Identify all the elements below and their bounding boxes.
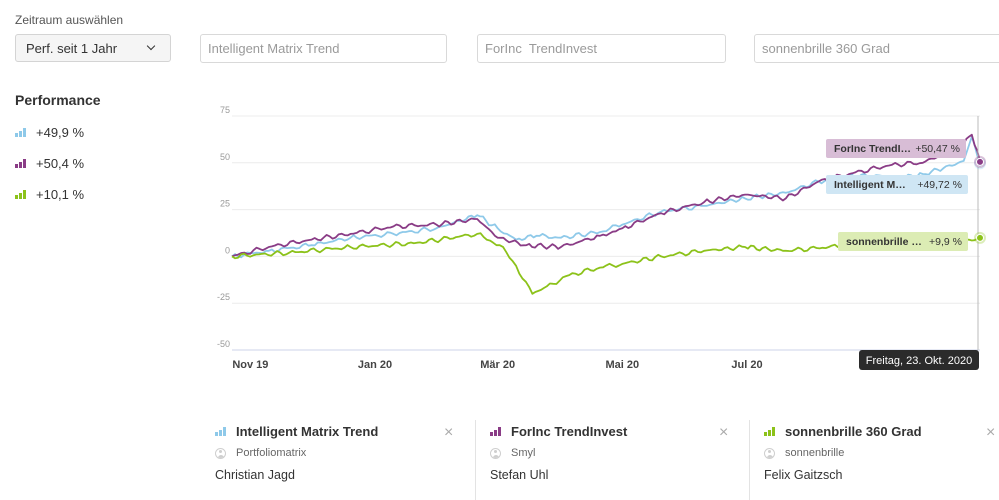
bar-chart-icon [215, 427, 229, 436]
fund-card-title-text: Intelligent Matrix Trend [236, 424, 379, 439]
period-label: Zeitraum auswählen [15, 13, 124, 27]
fund-card-owner-text: Portfoliomatrix [236, 447, 307, 459]
close-icon[interactable]: × [986, 424, 996, 441]
fund-card-title: sonnenbrille 360 Grad [764, 424, 999, 439]
end-marker [976, 233, 984, 242]
fund-card-title-text: sonnenbrille 360 Grad [785, 424, 922, 439]
fund-input-3[interactable] [754, 34, 999, 63]
period-select[interactable]: Perf. seit 1 Jahr [15, 34, 171, 62]
x-tick-label: Nov 19 [232, 359, 268, 371]
series-flag-name: ForInc TrendI… [834, 143, 911, 155]
series-flag-value: +49,72 % [917, 179, 962, 191]
end-marker [976, 157, 984, 166]
bar-chart-icon [764, 427, 778, 436]
fund-card-3: sonnenbrille 360 Grad × sonnenbrille Fel… [749, 420, 999, 500]
period-select-value: Perf. seit 1 Jahr [26, 40, 118, 56]
bar-chart-icon [15, 158, 29, 168]
x-tick-label: Mai 20 [606, 359, 640, 371]
fund-card-title: ForInc TrendInvest [490, 424, 749, 439]
fund-card-person: Felix Gaitzsch [764, 468, 843, 482]
performance-value: +49,9 % [36, 124, 85, 140]
bar-chart-icon [15, 127, 29, 137]
fund-card-title-text: ForInc TrendInvest [511, 424, 628, 439]
series-line [231, 133, 981, 258]
performance-title: Performance [15, 92, 101, 108]
performance-entry-3: +10,1 % [15, 186, 84, 202]
y-tick-label: 0 [225, 245, 230, 255]
date-tooltip-text: Freitag, 23. Okt. 2020 [866, 355, 972, 367]
x-tick-label: Mär 20 [480, 359, 515, 371]
performance-entry-2: +50,4 % [15, 155, 84, 171]
fund-input-1[interactable] [200, 34, 447, 63]
close-icon[interactable]: × [719, 424, 729, 441]
fund-card-2: ForInc TrendInvest × Smyl Stefan Uhl [475, 420, 749, 500]
series-flag [826, 175, 968, 194]
y-tick-label: 75 [220, 105, 230, 115]
fund-card-person: Stefan Uhl [490, 468, 549, 482]
x-tick-label: Jan 20 [358, 359, 392, 371]
bar-chart-icon [490, 427, 504, 436]
user-icon [490, 447, 501, 459]
fund-input-2[interactable] [477, 34, 726, 63]
y-tick-label: -25 [217, 292, 230, 302]
close-icon[interactable]: × [444, 424, 454, 441]
series-flag [826, 139, 966, 158]
bar-chart-icon [15, 189, 29, 199]
performance-entry-1: +49,9 % [15, 124, 84, 140]
performance-value: +50,4 % [36, 155, 85, 171]
fund-card-owner: sonnenbrille [764, 447, 999, 459]
fund-card-owner-text: Smyl [511, 447, 536, 459]
x-tick-label: Jul 20 [731, 359, 762, 371]
fund-card-owner: Portfoliomatrix [215, 447, 475, 459]
performance-value: +10,1 % [36, 186, 85, 202]
fund-card-owner: Smyl [490, 447, 749, 459]
series-flag-name: sonnenbrille … [846, 236, 922, 248]
series-flag-value: +9,9 % [929, 236, 962, 248]
fund-card-title: Intelligent Matrix Trend [215, 424, 475, 439]
user-icon [215, 447, 226, 459]
series-flag-value: +50,47 % [915, 143, 960, 155]
series-flag-name: Intelligent M… [834, 179, 906, 191]
y-tick-label: -50 [217, 339, 230, 349]
fund-card-1: Intelligent Matrix Trend × Portfoliomatr… [201, 420, 475, 500]
fund-card-person: Christian Jagd [215, 468, 295, 482]
user-icon [764, 447, 775, 459]
y-tick-label: 50 [220, 152, 230, 162]
series-flag [838, 232, 968, 251]
date-tooltip [859, 350, 979, 370]
fund-card-owner-text: sonnenbrille [785, 447, 845, 459]
y-tick-label: 25 [220, 199, 230, 209]
